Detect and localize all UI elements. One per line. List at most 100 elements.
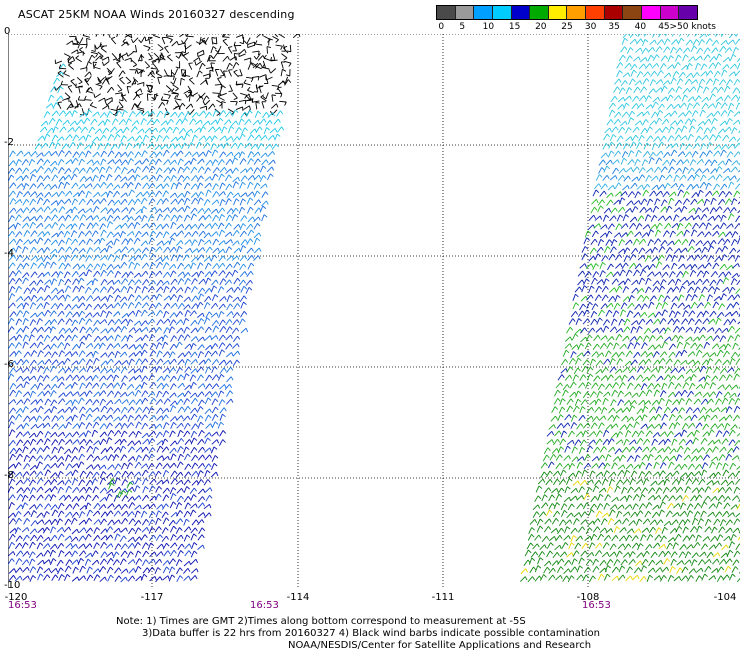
wind-barb bbox=[133, 143, 138, 148]
wind-barb bbox=[198, 439, 202, 445]
wind-barb-flag bbox=[48, 216, 51, 219]
wind-barb bbox=[91, 52, 98, 54]
wind-barb bbox=[661, 97, 666, 102]
wind-barb bbox=[162, 224, 167, 229]
wind-barb-flag bbox=[111, 544, 113, 548]
wind-barb bbox=[205, 288, 209, 293]
wind-barb bbox=[79, 232, 82, 238]
wind-barb bbox=[128, 407, 132, 413]
map-title: ASCAT 25KM NOAA Winds 20160327 descendin… bbox=[18, 8, 295, 21]
wind-barb bbox=[262, 160, 267, 165]
wind-barb-flag bbox=[220, 127, 222, 131]
wind-barb-flag bbox=[166, 504, 169, 507]
wind-barb bbox=[700, 110, 703, 117]
wind-barb-flag bbox=[26, 335, 29, 338]
wind-barb-flag bbox=[82, 159, 85, 162]
wind-barb-flag bbox=[203, 216, 205, 219]
wind-barb-flag bbox=[202, 223, 205, 226]
wind-barb-flag bbox=[50, 224, 52, 228]
wind-barb bbox=[614, 87, 618, 93]
wind-barb bbox=[212, 375, 216, 381]
wind-barb bbox=[58, 534, 62, 540]
wind-barb bbox=[714, 111, 718, 117]
wind-barb bbox=[197, 71, 200, 78]
wind-barb bbox=[37, 312, 42, 317]
wind-barb bbox=[728, 40, 733, 45]
wind-barb-flag bbox=[236, 168, 239, 171]
wind-barb bbox=[106, 447, 110, 453]
wind-barb bbox=[36, 215, 40, 221]
wind-barb-flag bbox=[107, 119, 110, 122]
wind-barb-flag bbox=[210, 70, 214, 71]
wind-barb bbox=[134, 441, 139, 446]
wind-barb-flag bbox=[67, 182, 70, 185]
wind-barb bbox=[198, 384, 203, 389]
wind-barb bbox=[133, 94, 137, 100]
wind-barb-flag bbox=[259, 217, 261, 221]
wind-barb-flag bbox=[76, 327, 78, 330]
wind-barb bbox=[31, 400, 36, 405]
wind-barb bbox=[198, 318, 201, 324]
wind-barb bbox=[212, 359, 216, 364]
wind-barb bbox=[198, 422, 201, 429]
wind-barb bbox=[171, 175, 174, 181]
wind-barb-flag bbox=[189, 232, 191, 235]
wind-barb bbox=[66, 392, 71, 397]
wind-barb-flag bbox=[27, 518, 30, 521]
wind-barb-flag bbox=[664, 63, 667, 66]
wind-barb-flag bbox=[110, 295, 113, 298]
wind-barb bbox=[194, 128, 199, 133]
wind-barb bbox=[79, 487, 84, 492]
wind-barb bbox=[37, 383, 40, 390]
wind-barb bbox=[198, 455, 202, 460]
wind-barb-flag bbox=[210, 455, 212, 458]
wind-barb-flag bbox=[40, 504, 42, 507]
wind-barb-flag bbox=[127, 82, 131, 84]
wind-barb-flag bbox=[49, 480, 51, 483]
wind-barb-flag bbox=[67, 231, 70, 234]
wind-barb-flag bbox=[12, 415, 15, 418]
wind-barb bbox=[16, 384, 21, 389]
wind-barb-flag bbox=[626, 121, 628, 125]
wind-barb-flag bbox=[724, 46, 726, 49]
wind-barb bbox=[58, 368, 63, 373]
wind-barb-flag bbox=[195, 393, 197, 397]
wind-barb bbox=[171, 222, 173, 229]
wind-barb bbox=[115, 423, 120, 428]
wind-barb bbox=[40, 127, 45, 132]
wind-barb bbox=[15, 168, 19, 174]
wind-barb bbox=[50, 185, 55, 190]
wind-barb bbox=[156, 511, 158, 518]
wind-barb-flag bbox=[194, 214, 197, 217]
wind-barb-flag bbox=[49, 352, 51, 355]
wind-barb-flag bbox=[216, 335, 218, 339]
wind-barb bbox=[29, 376, 34, 381]
wind-barb-flag bbox=[27, 360, 29, 363]
wind-barb-flag bbox=[238, 287, 240, 290]
wind-barb-flag bbox=[118, 208, 120, 211]
wind-barb bbox=[36, 223, 41, 228]
wind-barb bbox=[72, 382, 75, 388]
wind-barb-flag bbox=[147, 263, 149, 266]
wind-barb bbox=[170, 376, 174, 382]
wind-barb bbox=[187, 36, 194, 37]
wind-barb-flag bbox=[41, 207, 43, 211]
wind-barb-flag bbox=[230, 327, 233, 330]
wind-barb bbox=[219, 174, 222, 180]
wind-barb-flag bbox=[217, 384, 219, 387]
wind-barb-flag bbox=[165, 335, 168, 338]
wind-barb bbox=[44, 112, 47, 118]
wind-barb bbox=[197, 96, 201, 102]
wind-barb bbox=[71, 456, 75, 462]
wind-barb bbox=[128, 537, 133, 542]
wind-barb bbox=[184, 535, 187, 542]
wind-barb bbox=[8, 168, 12, 174]
wind-barb-flag bbox=[129, 143, 132, 146]
wind-barb bbox=[145, 128, 150, 133]
wind-barb-flag bbox=[237, 230, 239, 233]
wind-barb bbox=[156, 224, 161, 229]
wind-barb-flag bbox=[77, 375, 79, 378]
wind-barb-flag bbox=[69, 199, 71, 203]
wind-barb bbox=[58, 167, 61, 173]
wind-barb-flag bbox=[210, 336, 212, 340]
